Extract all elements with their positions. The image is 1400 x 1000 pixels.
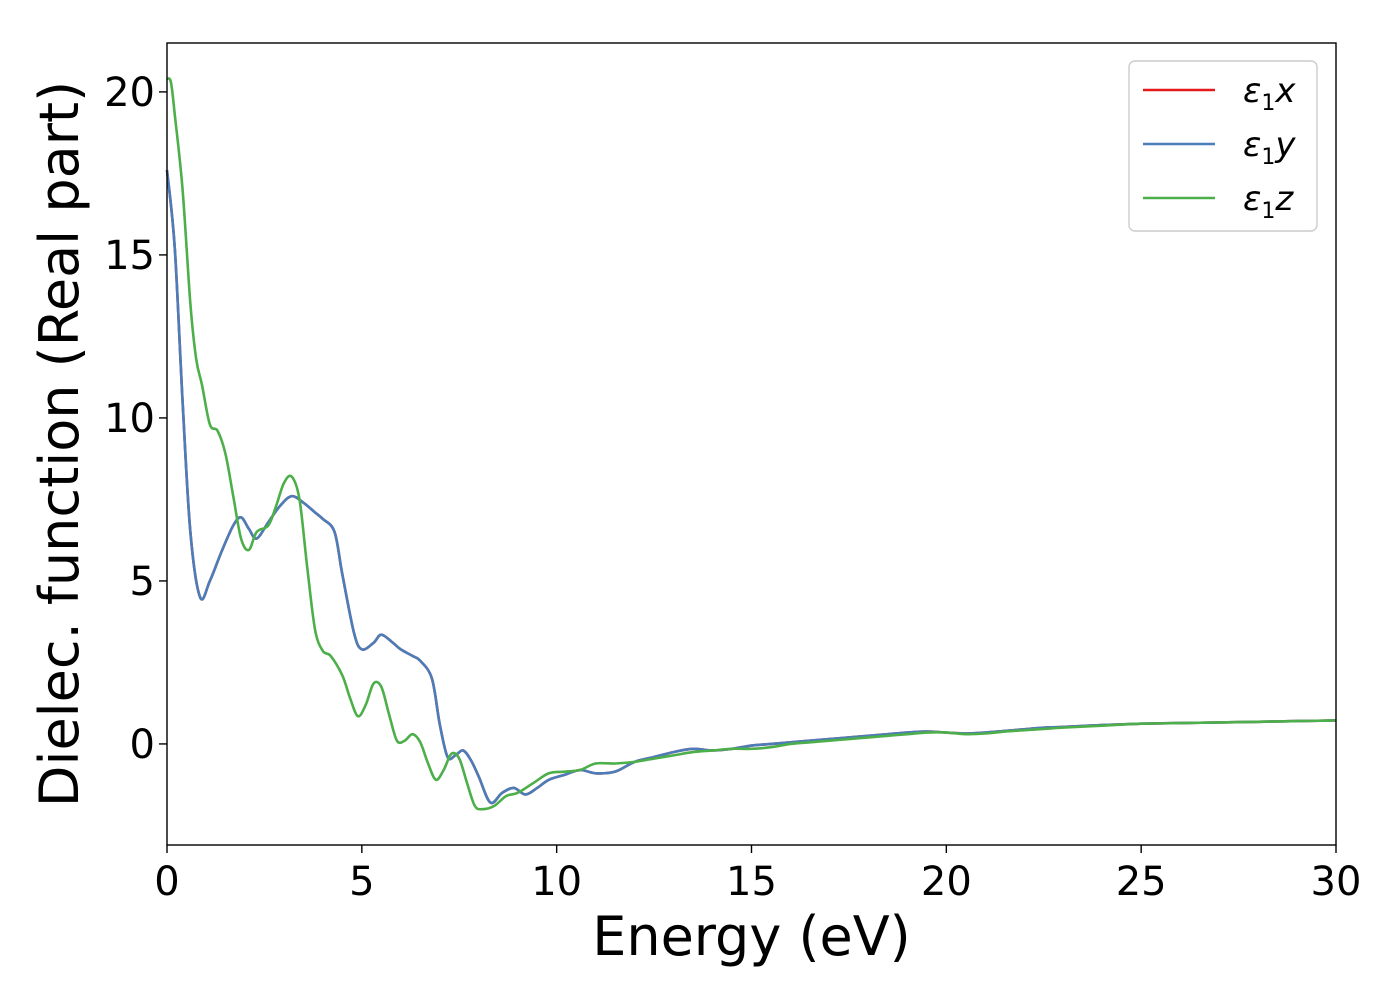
x-tick-label: 20 bbox=[921, 859, 972, 905]
legend-label-z: ε1z bbox=[1243, 179, 1294, 224]
y-tick-label: 15 bbox=[104, 233, 155, 279]
plot-frame bbox=[166, 42, 1337, 846]
legend-label-y: ε1y bbox=[1243, 125, 1296, 170]
legend-box bbox=[1128, 60, 1318, 232]
series-line-y bbox=[165, 170, 1337, 805]
legend-sub: 1 bbox=[1261, 91, 1275, 116]
legend-base: ε bbox=[1243, 179, 1261, 219]
legend-var: z bbox=[1274, 179, 1294, 219]
legend-sub: 1 bbox=[1261, 199, 1275, 224]
tick-layer: 0 5 10 15 20 25 30 0 5 10 15 20 bbox=[104, 70, 1361, 905]
x-tick-label: 15 bbox=[726, 859, 777, 905]
x-tick-label: 25 bbox=[1116, 859, 1167, 905]
x-tick-label: 0 bbox=[154, 859, 179, 905]
series-line-x bbox=[165, 170, 1337, 805]
y-tick-label: 5 bbox=[130, 559, 155, 605]
legend-base: ε bbox=[1243, 125, 1261, 165]
x-tick-label: 10 bbox=[531, 859, 582, 905]
y-tick-label: 10 bbox=[104, 396, 155, 442]
legend-sub: 1 bbox=[1261, 145, 1275, 170]
x-axis-label: Energy (eV) bbox=[592, 905, 911, 968]
legend-label-x: ε1x bbox=[1243, 71, 1296, 116]
y-tick-label: 0 bbox=[130, 722, 155, 768]
legend-base: ε bbox=[1243, 71, 1261, 111]
x-tick-label: 5 bbox=[349, 859, 374, 905]
y-axis-label: Dielec. function (Real part) bbox=[28, 81, 91, 807]
y-tick-label: 20 bbox=[104, 70, 155, 116]
series-line-z bbox=[166, 77, 1337, 811]
series-layer bbox=[165, 77, 1337, 811]
legend-var: y bbox=[1274, 125, 1296, 165]
legend-var: x bbox=[1274, 71, 1296, 111]
x-tick-label: 30 bbox=[1311, 859, 1362, 905]
